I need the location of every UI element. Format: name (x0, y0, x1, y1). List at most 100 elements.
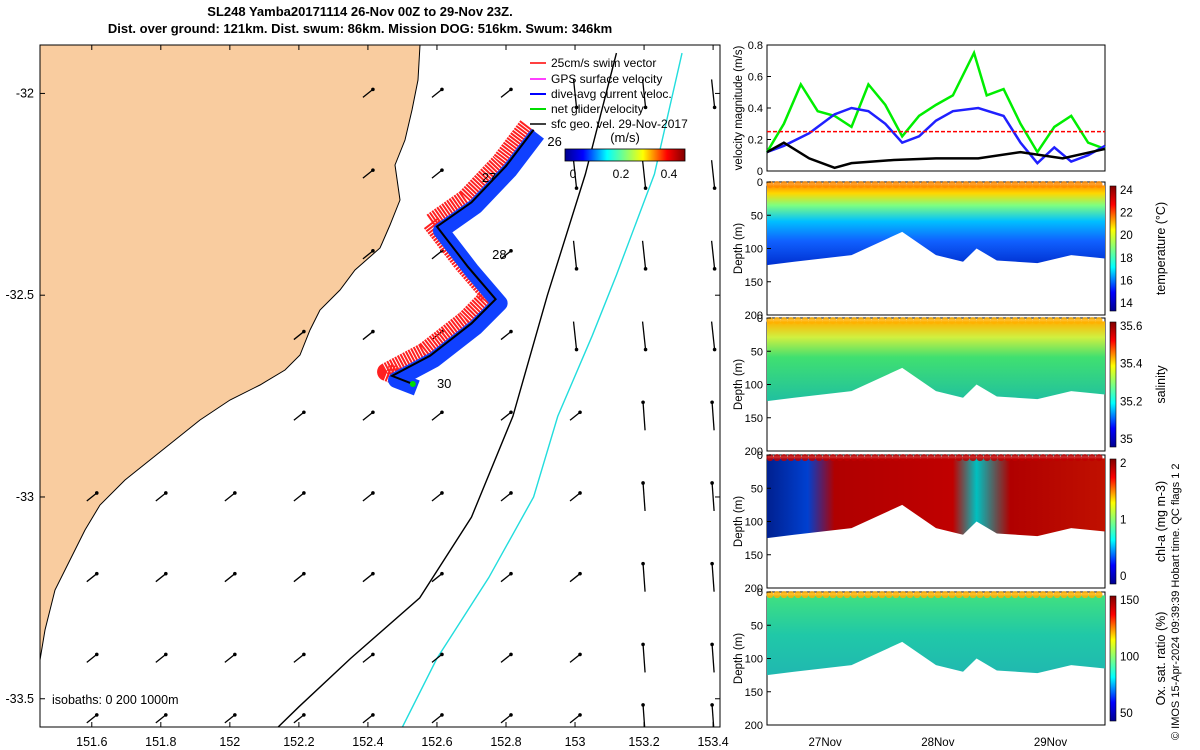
velocity-arrow-head (440, 168, 444, 172)
sample-dot (934, 454, 942, 462)
depth-y-tick: 200 (745, 446, 763, 458)
sample-dot (1060, 181, 1068, 189)
map-y-tick-label: -32 (16, 86, 34, 100)
sample-dot (836, 317, 844, 325)
velocity-arrow-head (712, 267, 717, 271)
sample-dot (927, 181, 935, 189)
velocity-arrow (362, 411, 374, 421)
velocity-arrow (572, 321, 578, 350)
sample-dot (780, 591, 788, 599)
sample-dot (1053, 454, 1061, 462)
sample-dot (920, 454, 928, 462)
sample-dot (815, 454, 823, 462)
sample-dot (1011, 317, 1019, 325)
sample-dot (801, 591, 809, 599)
sample-dot (885, 591, 893, 599)
legend-gps-velocity: GPS surface velocity (551, 72, 662, 86)
sample-dot (920, 317, 928, 325)
velocity-arrow-head (440, 571, 444, 576)
velocity-arrow-head (371, 713, 375, 717)
sample-dot (787, 181, 795, 189)
depth-y-tick: 200 (745, 720, 763, 732)
velocity-arrow-head (233, 571, 237, 576)
sample-dot (857, 591, 865, 599)
depth-ylabel: Depth (m) (733, 223, 745, 274)
velocity-arrow-head (371, 329, 375, 334)
velocity-arrow (500, 250, 512, 260)
sample-dot (997, 454, 1005, 462)
glider-track (377, 120, 544, 396)
isobath-200-line (401, 52, 683, 727)
velocity-arrow (710, 321, 716, 350)
track-end-marker (409, 380, 416, 387)
sample-dot (1032, 181, 1040, 189)
velocity-arrow-head (509, 329, 513, 334)
sample-dot (976, 591, 984, 599)
velocity-arrow (569, 653, 581, 663)
velocity-arrow (641, 79, 647, 108)
sample-dot (948, 454, 956, 462)
sample-dot (822, 454, 830, 462)
sample-dot (843, 454, 851, 462)
sample-dot (1095, 454, 1103, 462)
velocity-panel: 0 0.2 0.4 0.6 0.8 velocity magnitude (m/s) (733, 40, 1106, 178)
sample-dot (815, 317, 823, 325)
sample-dot (885, 181, 893, 189)
sample-dot (1074, 181, 1082, 189)
velocity-arrow (569, 411, 581, 421)
sample-dot (899, 591, 907, 599)
velocity-arrow-head (710, 703, 714, 707)
sample-dot (836, 591, 844, 599)
sample-dot (773, 454, 781, 462)
sample-dot (808, 454, 816, 462)
section-fill (767, 321, 1105, 402)
sample-dot (906, 454, 914, 462)
velocity-arrow (569, 714, 581, 724)
map-frame (39, 44, 721, 728)
velocity-arrow (431, 88, 443, 98)
sample-dot (934, 591, 942, 599)
depth-y-tick: 0 (757, 587, 763, 599)
map-colorbar: (m/s) 0 0.2 0.4 (564, 130, 686, 181)
velocity-arrow (641, 160, 647, 189)
sample-dot (801, 317, 809, 325)
velocity-arrow-head (371, 652, 375, 657)
velocity-arrow (711, 644, 715, 673)
velocity-arrow-head (233, 713, 237, 717)
sample-dot (787, 317, 795, 325)
sample-dot (913, 181, 921, 189)
velocity-arrow (642, 402, 646, 431)
velocity-arrow (155, 573, 167, 583)
sample-dot (1004, 454, 1012, 462)
sample-dot (997, 317, 1005, 325)
depth-y-tick: 50 (751, 483, 763, 495)
date-x-tick: 28Nov (921, 737, 954, 749)
velocity-arrow (362, 492, 374, 502)
map-x-tick-label: 152.8 (490, 735, 521, 749)
depth-y-tick: 0 (757, 450, 763, 462)
sample-dot (1032, 317, 1040, 325)
sample-dot (1067, 454, 1075, 462)
velocity-arrow-head (94, 571, 99, 576)
map-panel: 26 27 28 30 151.6 151.8 152 152.2 152.4 152.6 152… (6, 44, 729, 749)
depth-panel-temperature: 0 50 100 150 200 Depth (m) 14 16 18 20 22 24 tempera… (733, 177, 1168, 322)
velocity-arrow (362, 714, 374, 724)
velocity-arrow (500, 573, 512, 583)
sample-dot (1039, 317, 1047, 325)
sample-dot (955, 454, 963, 462)
velocity-y-tick: 0 (757, 166, 763, 178)
sample-dot (878, 591, 886, 599)
velocity-arrow-head (509, 713, 513, 717)
velocity-arrow (711, 482, 715, 512)
velocity-arrow (641, 321, 647, 350)
sample-dot (871, 181, 879, 189)
velocity-arrow (293, 492, 305, 502)
velocity-arrow-head (712, 347, 717, 352)
sample-dot (927, 317, 935, 325)
sample-dot (1053, 591, 1061, 599)
section-fill (767, 458, 1105, 539)
velocity-arrow-head (94, 652, 99, 657)
isobath-1000m (277, 52, 618, 727)
sample-dot (822, 181, 830, 189)
sample-dot (773, 591, 781, 599)
